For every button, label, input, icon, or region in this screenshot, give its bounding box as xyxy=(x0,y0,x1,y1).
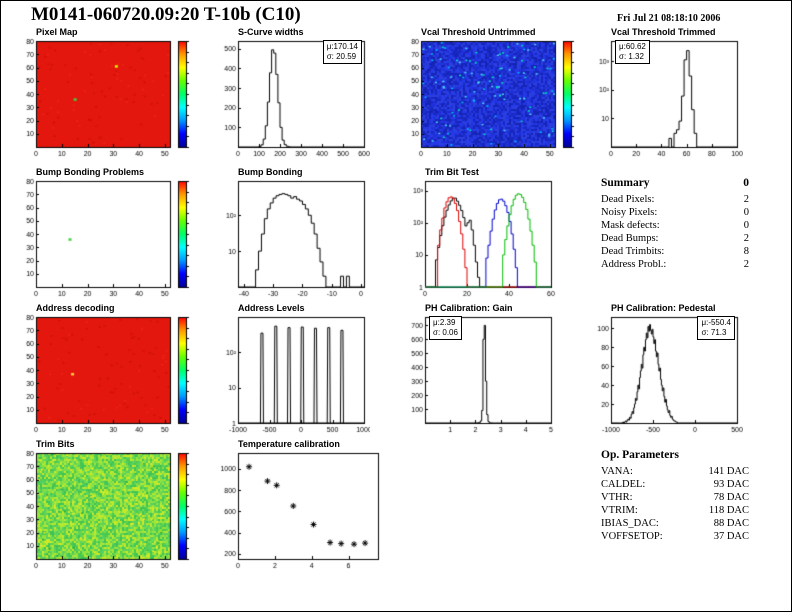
ph-gain-title: PH Calibration: Gain xyxy=(425,303,513,313)
panel-trim-bits: Trim Bits xyxy=(16,439,200,572)
summary-panel: Summary 0 Dead Pixels: 2 Noisy Pixels: 0 M… xyxy=(601,177,749,271)
vcal-trimmed-title: Vcal Threshold Trimmed xyxy=(611,27,716,37)
trim-bit-test-histogram xyxy=(401,178,557,300)
trim-bits-title: Trim Bits xyxy=(36,439,75,449)
scurve-widths-title: S-Curve widths xyxy=(238,27,304,37)
panel-temperature: Temperature calibration xyxy=(214,439,384,572)
op-row-caldel: CALDEL: 93 DAC xyxy=(601,479,749,490)
ph-gain-histogram xyxy=(401,314,557,436)
op-row-vtrim: VTRIM: 118 DAC xyxy=(601,505,749,516)
op-row-vthr: VTHR: 78 DAC xyxy=(601,492,749,503)
panel-ph-pedestal: PH Calibration: Pedestal μ:-550.4 σ: 71.… xyxy=(587,303,743,436)
summary-row-dead-bumps: Dead Bumps: 2 xyxy=(601,233,749,244)
panel-trim-bit-test: Trim Bit Test xyxy=(401,167,557,300)
vcal-trimmed-stats-box: μ:60.62 σ: 1.32 xyxy=(615,40,650,64)
stats-mean: μ:60.62 xyxy=(619,42,646,51)
summary-header: Summary 0 xyxy=(601,177,749,189)
scurve-stats-box: μ:170.14 σ: 20.59 xyxy=(322,40,362,64)
summary-total: 0 xyxy=(743,177,749,189)
panel-scurve-widths: S-Curve widths μ:170.14 σ: 20.59 xyxy=(214,27,370,160)
page-title: M0141-060720.09:20 T-10b (C10) xyxy=(31,4,301,25)
stats-mean: μ:170.14 xyxy=(326,42,358,51)
ph-pedestal-title: PH Calibration: Pedestal xyxy=(611,303,716,313)
summary-row-dead-trimbits: Dead Trimbits: 8 xyxy=(601,246,749,257)
panel-vcal-untrimmed: Vcal Threshold Untrimmed xyxy=(401,27,585,160)
op-row-voffsetop: VOFFSETOP: 37 DAC xyxy=(601,531,749,542)
op-parameters-title: Op. Parameters xyxy=(601,449,679,461)
summary-row-dead-pixels: Dead Pixels: 2 xyxy=(601,194,749,205)
stats-sigma: σ: 1.32 xyxy=(619,52,644,61)
bump-bonding-histogram xyxy=(214,178,370,300)
summary-row-mask-defects: Mask defects: 0 xyxy=(601,220,749,231)
address-levels-title: Address Levels xyxy=(238,303,305,313)
stats-sigma: σ: 20.59 xyxy=(326,52,357,61)
address-decoding-heatmap xyxy=(16,314,200,436)
bump-bonding-title: Bump Bonding xyxy=(238,167,303,177)
summary-row-noisy-pixels: Noisy Pixels: 0 xyxy=(601,207,749,218)
temperature-scatter xyxy=(214,450,384,572)
trim-bit-test-title: Trim Bit Test xyxy=(425,167,479,177)
bump-problems-heatmap xyxy=(16,178,200,300)
temperature-title: Temperature calibration xyxy=(238,439,340,449)
panel-ph-gain: PH Calibration: Gain μ:2.39 σ: 0.06 xyxy=(401,303,557,436)
trim-bits-heatmap xyxy=(16,450,200,572)
bump-problems-title: Bump Bonding Problems xyxy=(36,167,144,177)
pixel-map-title: Pixel Map xyxy=(36,27,78,37)
panel-vcal-trimmed: Vcal Threshold Trimmed μ:60.62 σ: 1.32 xyxy=(587,27,743,160)
pixel-map-heatmap xyxy=(16,38,200,160)
stats-mean: μ:-550.4 xyxy=(701,318,731,327)
panel-bump-problems: Bump Bonding Problems xyxy=(16,167,200,300)
address-decoding-title: Address decoding xyxy=(36,303,115,313)
vcal-untrimmed-heatmap xyxy=(401,38,585,160)
panel-address-levels: Address Levels xyxy=(214,303,370,436)
ph-gain-stats-box: μ:2.39 σ: 0.06 xyxy=(429,316,462,340)
panel-pixel-map: Pixel Map xyxy=(16,27,200,160)
vcal-trimmed-histogram xyxy=(587,38,743,160)
address-levels-histogram xyxy=(214,314,370,436)
summary-title: Summary xyxy=(601,177,650,189)
ph-pedestal-stats-box: μ:-550.4 σ: 71.3 xyxy=(697,316,735,340)
op-parameters-header: Op. Parameters xyxy=(601,449,749,461)
stats-sigma: σ: 0.06 xyxy=(433,328,458,337)
panel-bump-bonding: Bump Bonding xyxy=(214,167,370,300)
op-row-ibias-dac: IBIAS_DAC: 88 DAC xyxy=(601,518,749,529)
op-row-vana: VANA: 141 DAC xyxy=(601,466,749,477)
stats-sigma: σ: 71.3 xyxy=(701,328,727,337)
timestamp: Fri Jul 21 08:18:10 2006 xyxy=(617,13,721,24)
vcal-untrimmed-title: Vcal Threshold Untrimmed xyxy=(421,27,536,37)
stats-mean: μ:2.39 xyxy=(433,318,456,327)
op-parameters-panel: Op. Parameters VANA: 141 DAC CALDEL: 93 DA… xyxy=(601,449,749,543)
summary-row-address-probl: Address Probl.: 2 xyxy=(601,259,749,270)
panel-address-decoding: Address decoding xyxy=(16,303,200,436)
